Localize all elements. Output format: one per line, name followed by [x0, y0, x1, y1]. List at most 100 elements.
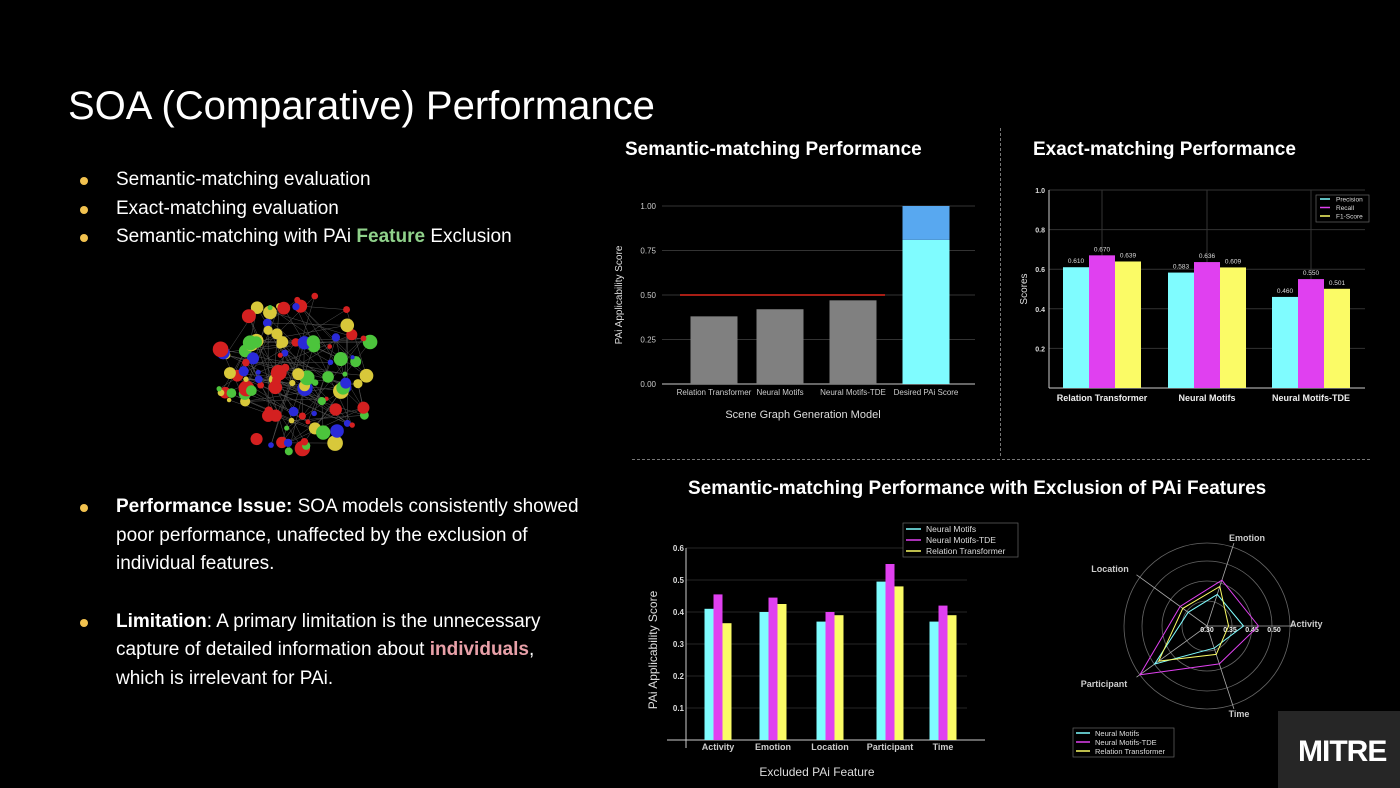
radar-axis-label: Location: [1091, 564, 1129, 574]
bullet-text: Semantic-matching with PAi: [116, 226, 357, 247]
network-edge: [295, 306, 353, 426]
network-node: [263, 325, 273, 335]
bar-relation-transformer: [722, 623, 732, 740]
radar-series-neural-motifs: [1153, 593, 1245, 665]
vertical-divider: [1000, 128, 1001, 456]
network-node: [288, 406, 299, 417]
y-tick-label: 0.00: [640, 380, 656, 389]
bar: [756, 309, 804, 384]
bar-neural-motifs: [929, 621, 939, 740]
bar-neural-motifs-tde: [713, 594, 723, 740]
radar-r-tick: 0.45: [1245, 627, 1259, 634]
network-node: [276, 336, 289, 348]
x-tick-label: Participant: [867, 742, 914, 752]
network-node: [350, 355, 355, 360]
y-tick-label: 0.8: [1035, 228, 1045, 235]
network-node: [271, 328, 283, 340]
network-edge: [245, 398, 327, 402]
network-edge: [270, 342, 305, 446]
bullet-text: Exclusion: [425, 226, 512, 247]
bar-neural-motifs: [816, 621, 826, 740]
network-node: [362, 334, 378, 350]
x-axis-label: Excluded PAi Feature: [759, 765, 874, 779]
radar-axis-label: Time: [1229, 709, 1250, 719]
bar-relation-transformer: [834, 615, 844, 740]
legend-label: Recall: [1336, 205, 1355, 212]
network-node: [268, 442, 274, 448]
bullet-text: : A primary limitation is the unnecessar…: [116, 610, 541, 661]
network-edge: [276, 380, 353, 426]
bar: [829, 300, 877, 384]
y-tick-label: 0.3: [673, 640, 685, 649]
bar-f1-score: [1115, 261, 1141, 388]
network-node: [263, 305, 277, 320]
network-edge: [260, 342, 296, 386]
network-edge: [300, 305, 347, 310]
network-node: [216, 386, 222, 392]
bullet-label: Performance Issue:: [116, 496, 293, 517]
x-tick-label: Neural Motifs-TDE: [1272, 393, 1350, 403]
network-node: [340, 318, 355, 333]
radar-r-tick: 0.35: [1223, 627, 1237, 634]
network-edge: [281, 338, 364, 443]
y-axis-label: Scores: [1019, 273, 1030, 304]
radar-spoke: [1136, 625, 1208, 678]
network-node: [294, 296, 301, 303]
bar-neural-motifs: [704, 608, 714, 740]
radar-spoke: [1136, 574, 1208, 627]
network-node: [329, 403, 342, 416]
network-node: [349, 422, 355, 428]
network-edge: [246, 306, 280, 389]
network-node: [243, 376, 249, 382]
y-tick-label: 0.75: [640, 247, 656, 256]
network-node: [238, 366, 249, 377]
network-node: [311, 379, 319, 386]
network-node: [357, 401, 370, 414]
chart-title-semantic: Semantic-matching Performance: [625, 139, 922, 160]
radar-r-tick: 0.50: [1267, 627, 1281, 634]
x-tick-label: Location: [811, 742, 849, 752]
x-tick-label: Relation Transformer: [677, 388, 752, 397]
network-node: [277, 352, 283, 358]
x-tick-label: Neural Motifs: [756, 388, 803, 397]
network-edge: [284, 352, 353, 426]
x-tick-label: Emotion: [755, 742, 791, 752]
bar-f1-score: [1220, 267, 1246, 388]
y-tick-label: 0.2: [673, 672, 685, 681]
x-tick-label: Time: [933, 742, 954, 752]
bar-value-label: 0.610: [1068, 258, 1085, 265]
chart-title-exact: Exact-matching Performance: [1033, 139, 1296, 160]
bar-recall: [1089, 255, 1115, 388]
network-edge: [248, 316, 294, 412]
x-tick-label: Neural Motifs: [1178, 393, 1235, 403]
network-node: [306, 335, 320, 349]
bar-value-label: 0.501: [1329, 280, 1346, 287]
y-tick-label: 0.4: [1035, 307, 1045, 314]
bar-f1-score: [1324, 288, 1350, 388]
bar-value-label: 0.583: [1173, 264, 1190, 271]
bar-neural-motifs-tde: [825, 612, 835, 740]
network-node: [330, 424, 344, 438]
legend-label: Neural Motifs-TDE: [926, 535, 996, 545]
y-axis-label: PAi Applicability Score: [646, 590, 660, 709]
y-axis-label: PAi Applicability Score: [614, 245, 625, 344]
bar-recall: [1194, 262, 1220, 388]
network-node: [242, 358, 250, 367]
bullet-item: Exact-matching evaluation: [78, 195, 512, 224]
y-tick-label: 0.4: [673, 608, 685, 617]
radar-spoke: [1206, 625, 1235, 710]
network-node: [284, 447, 293, 456]
network-node: [342, 371, 348, 377]
network-edge: [246, 388, 309, 423]
radar-axis-label: Participant: [1081, 679, 1128, 689]
highlight-feature: Feature: [356, 226, 426, 247]
y-tick-label: 0.1: [673, 704, 685, 713]
network-edge: [267, 322, 348, 326]
radar-spoke: [1206, 542, 1235, 627]
network-edge: [256, 340, 290, 452]
bar-value-label: 0.550: [1303, 270, 1320, 277]
radar-series-neural-motifs-tde: [1138, 579, 1260, 676]
bar-neural-motifs-tde: [768, 597, 778, 740]
bar-neural-motifs-tde: [938, 605, 948, 740]
mitre-logo: MITRE: [1278, 711, 1400, 788]
